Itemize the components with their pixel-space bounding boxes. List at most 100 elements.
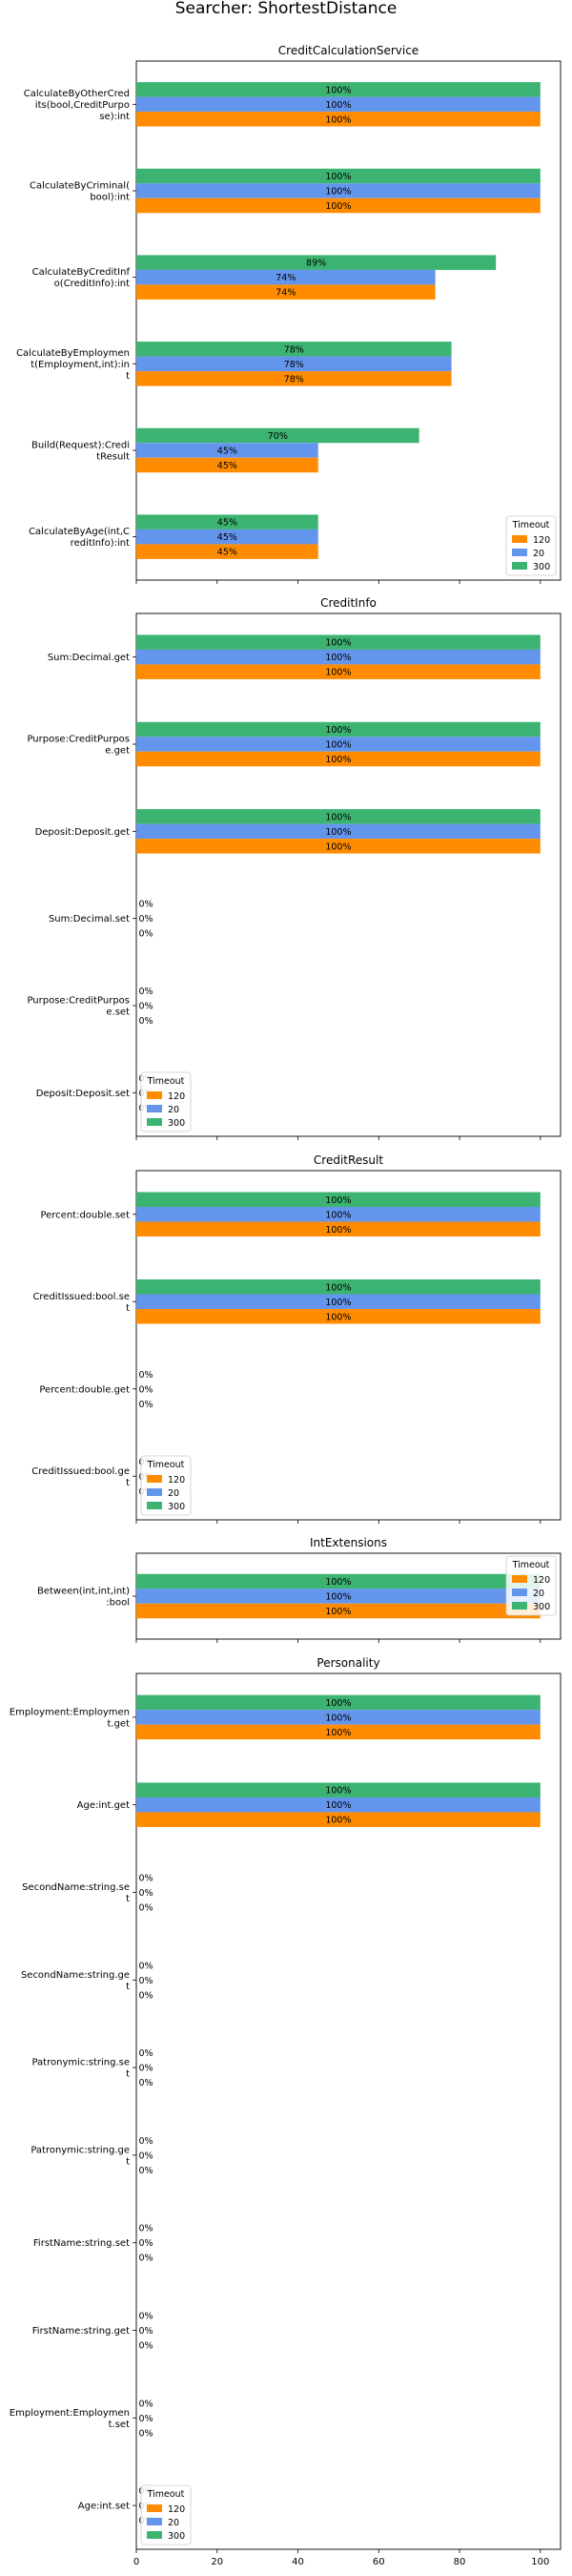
category-label: CreditIssued:bool.se t [32,1292,130,1314]
category-label-line: Patronymic:string.se [31,2058,130,2068]
panel-title: CreditCalculationService [278,44,419,57]
bar-20 [136,1589,541,1604]
legend-box [140,2484,192,2545]
data-label: 100% [325,638,351,649]
bar-120 [136,544,318,559]
category-label: Purpose:CreditPurpos e.set [27,996,130,1018]
data-label: 0% [138,2166,153,2176]
data-label: 100% [325,1225,351,1236]
data-label: 100% [325,1713,351,1723]
data-label: 0% [138,914,153,924]
bar-120 [136,371,452,386]
category-label: SecondName:string.se t [22,1882,130,1904]
legend-swatch-300 [147,1118,162,1126]
bar-120 [136,839,541,854]
legend-box [140,1455,192,1516]
x-tick-label: 40 [292,2557,304,2567]
data-label: 70% [268,431,288,442]
panel-title: IntExtensions [310,1536,387,1549]
bar-120 [136,112,541,127]
data-label: 0% [138,1888,153,1899]
category-label-line: CreditIssued:bool.se [32,1292,130,1302]
category-label: Employment:Employmen t.set [10,2408,130,2430]
data-label: 74% [276,288,296,299]
data-label: 0% [138,1400,153,1410]
data-label: 0% [138,2224,153,2234]
category-label-line: t [126,1894,130,1904]
x-tick-label: 0 [133,2557,139,2567]
data-label: 100% [325,172,351,182]
data-label: 45% [217,548,237,558]
data-label: 0% [138,2078,153,2088]
category-label-line: e.set [106,1008,130,1018]
category-label-line: t [126,371,130,382]
legend-entry: 300 [533,562,550,572]
bar-120 [136,1309,541,1324]
data-label: 0% [138,1976,153,1986]
bar-120 [136,1603,541,1619]
category-label: CalculateByEmploymen t(Employment,int):in… [16,348,130,382]
data-label: 74% [276,273,296,283]
category-label-line: t [126,1303,130,1314]
figure-title: Searcher: ShortestDistance [175,0,398,18]
legend-entry: 20 [168,1105,179,1115]
bar-120 [136,284,436,300]
data-label: 100% [325,841,351,852]
data-label: 100% [325,1282,351,1293]
legend-swatch-20 [147,1488,162,1496]
data-label: 100% [325,1607,351,1617]
category-label-line: e.get [105,746,130,757]
panel-4: IntExtensions Between(int,int,int):bool 10… [37,1536,562,1643]
category-label: Patronymic:string.se t [31,2058,130,2080]
data-label: 100% [325,1298,351,1308]
legend-entry: 20 [168,2518,179,2528]
panel-title: CreditInfo [320,596,377,610]
x-tick-label: 20 [211,2557,223,2567]
category-label: CalculateByCriminal(bool):int [30,181,130,203]
data-label: 100% [325,1786,351,1797]
data-label: 0% [138,2048,153,2059]
data-label: 100% [325,740,351,751]
category-label: Percent:double.set [40,1210,130,1220]
legend-swatch-20 [512,1589,527,1596]
data-label: 0% [138,1990,153,2001]
x-tick-label: 60 [373,2557,385,2567]
data-label: 0% [138,929,153,940]
data-label: 100% [325,653,351,663]
data-label: 0% [138,900,153,910]
panel-1: CreditCalculationService CalculateByOther… [16,44,562,584]
bar-300 [136,82,541,97]
panel-2: CreditInfo Sum:Decimal.get 100% 100% 100% Pur… [27,596,562,1140]
category-label-line: t [126,2069,130,2080]
category-label: Employment:Employmen t.get [10,1707,130,1729]
bar-300 [136,1192,541,1207]
legend-entry: 300 [168,1502,185,1512]
category-label: CalculateByCreditInf o(CreditInfo):int [32,267,131,289]
category-label-line: its(bool,CreditPurpo [35,100,130,111]
data-label: 0% [138,1903,153,1914]
bar-300 [136,1694,541,1711]
bar-120 [136,457,318,473]
axes-frame [135,1170,562,1521]
category-label-line: Age:int.get [77,1800,130,1811]
legend: Timeout 120 20 300 [140,1071,192,1132]
category-label-line: Percent:double.get [39,1384,130,1395]
bar-120 [136,1221,541,1236]
category-label-line: t(Employment,int):in [31,360,130,370]
data-label: 100% [325,1728,351,1738]
panel-3: CreditResult Percent:double.set 100% 100% 10… [31,1153,562,1524]
legend-box [505,1555,557,1616]
data-label: 100% [325,1210,351,1220]
data-label: 0% [138,2312,153,2322]
category-label-line: Sum:Decimal.get [48,653,130,663]
data-label: 0% [138,2326,153,2337]
data-label: 100% [325,1592,351,1603]
legend-swatch-20 [147,2518,162,2525]
bar-20 [136,529,318,545]
category-label-line: reditInfo):int [71,538,130,549]
bar-300 [136,514,318,530]
legend-entry: 300 [168,2531,185,2542]
category-label-line: SecondName:string.se [22,1882,130,1893]
bar-20 [136,269,436,285]
legend-swatch-300 [147,2531,162,2539]
